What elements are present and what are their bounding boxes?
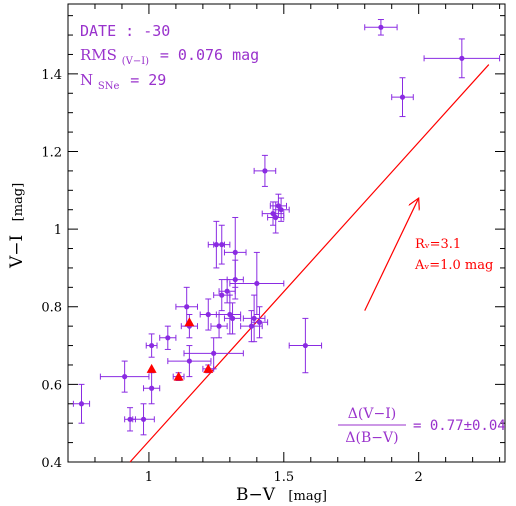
- y-tick-label: 1.2: [41, 145, 62, 160]
- av-label: Aᵥ=1.0 mag: [414, 258, 493, 273]
- fit-line: [129, 64, 490, 463]
- x-tick-label: 2: [415, 470, 423, 485]
- triangle-point: [184, 317, 195, 327]
- n-prefix: N: [80, 71, 93, 89]
- data-markers: [78, 24, 465, 422]
- rms-prefix: RMS: [80, 46, 117, 64]
- data-point: [227, 311, 233, 318]
- data-point: [229, 315, 236, 321]
- n-value: = 29: [130, 71, 166, 89]
- y-tick-label: 0.6: [41, 378, 62, 393]
- x-axis-label: B−V: [236, 485, 276, 505]
- data-point: [254, 280, 260, 287]
- data-point: [270, 210, 276, 217]
- data-point: [251, 315, 257, 321]
- data-point: [216, 323, 222, 329]
- data-point: [256, 319, 263, 325]
- data-point: [378, 24, 384, 30]
- data-point: [219, 242, 225, 248]
- data-point: [219, 292, 225, 298]
- y-tick-label: 1.4: [41, 68, 62, 83]
- data-point: [149, 342, 155, 349]
- plot-frame: [67, 3, 506, 463]
- slope-annotation: Δ(V−I) Δ(B−V) = 0.77±0.04: [338, 406, 506, 446]
- axis-tick-labels: 1 1.5 2 0.4 0.6 0.8 1 1.2 1.4: [41, 68, 423, 485]
- n-subscript: SNe: [98, 81, 120, 92]
- data-point: [275, 203, 282, 209]
- slope-fraction-denominator: Δ(B−V): [345, 430, 398, 446]
- data-point: [278, 207, 284, 213]
- data-point: [399, 94, 406, 100]
- axis-ticks: [68, 4, 505, 463]
- rms-subscript: (V−I): [122, 56, 149, 67]
- data-point: [140, 416, 147, 422]
- triangle-point: [203, 363, 214, 373]
- data-point: [248, 323, 255, 329]
- y-tick-label: 0.8: [41, 301, 62, 316]
- data-point: [186, 358, 192, 364]
- data-point: [273, 214, 279, 221]
- triangle-point: [146, 363, 157, 373]
- data-point: [459, 55, 465, 61]
- x-tick-label: 1: [145, 470, 153, 485]
- y-axis-unit: [mag]: [11, 183, 26, 222]
- data-point: [302, 342, 308, 349]
- data-point: [205, 311, 211, 318]
- x-tick-label: 1.5: [273, 470, 294, 485]
- rv-label: Rᵥ=3.1: [415, 237, 461, 252]
- annotation-nsne: N SNe = 29: [80, 71, 166, 93]
- data-point: [211, 350, 217, 356]
- x-axis-title: B−V [mag]: [236, 485, 327, 505]
- data-point: [165, 335, 171, 341]
- y-axis-label: V−I: [7, 235, 27, 269]
- data-point: [224, 288, 230, 294]
- data-point: [122, 374, 128, 380]
- data-point: [232, 276, 238, 283]
- annotation-date: DATE : -30: [80, 22, 170, 40]
- data-point: [127, 416, 133, 422]
- data-point: [184, 304, 190, 310]
- x-axis-unit: [mag]: [288, 489, 327, 504]
- data-point: [78, 401, 85, 407]
- y-tick-label: 1: [54, 223, 62, 238]
- data-point: [262, 168, 268, 174]
- y-axis-title: V−I [mag]: [7, 183, 27, 269]
- data-point: [149, 385, 155, 391]
- rms-value: = 0.076 mag: [160, 46, 259, 64]
- data-point: [232, 249, 238, 256]
- slope-fraction-numerator: Δ(V−I): [348, 406, 396, 422]
- y-tick-label: 0.4: [41, 456, 62, 471]
- triangle-point: [173, 371, 184, 381]
- data-point: [213, 242, 219, 248]
- annotation-rms: RMS (V−I) = 0.076 mag: [80, 46, 259, 68]
- reddening-vector-arrow: [364, 198, 419, 311]
- slope-value: = 0.77±0.04: [413, 418, 506, 434]
